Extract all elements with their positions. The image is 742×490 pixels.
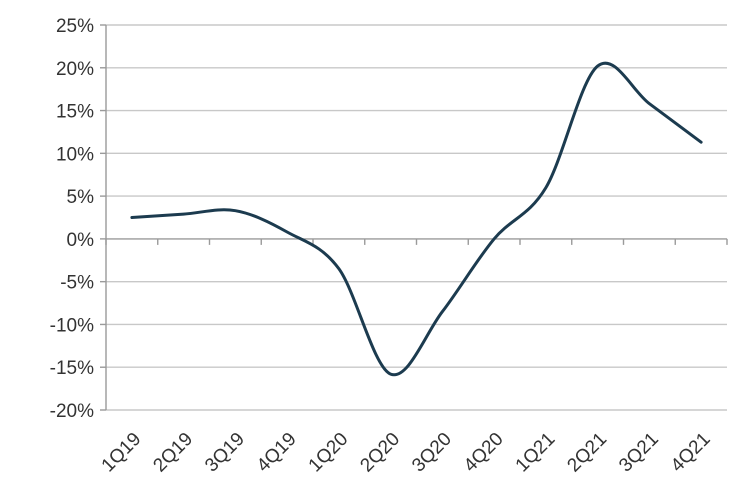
x-tick-label: 3Q21 [615, 429, 663, 477]
y-tick-label: 0% [67, 230, 95, 251]
series-layer [130, 61, 703, 377]
x-tick-label: 1Q21 [512, 429, 560, 477]
x-tick-label: 1Q20 [305, 429, 353, 477]
y-tick-label: -15% [50, 358, 94, 379]
y-tick-label: 20% [56, 59, 94, 80]
y-axis-tick-labels: 25% 20% 15% 10% 5% 0% -5% -10% -15% -20% [50, 16, 94, 422]
x-tick-label: 2Q19 [149, 429, 197, 477]
x-tick-label: 1Q19 [98, 429, 146, 477]
x-tick-label: 4Q19 [253, 429, 301, 477]
gridlines [106, 24, 727, 411]
x-tick-label: 4Q20 [460, 429, 508, 477]
y-tick-label: -20% [50, 401, 94, 422]
y-tick-label: 25% [56, 16, 94, 37]
x-tick-label: 2Q20 [356, 429, 404, 477]
x-tick-label: 3Q19 [201, 429, 249, 477]
x-tick-label: 3Q20 [408, 429, 456, 477]
x-axis-tick-labels: 1Q19 2Q19 3Q19 4Q19 1Q20 2Q20 3Q20 4Q20 1Q21 2Q21… [98, 429, 715, 477]
x-tick-label: 2Q21 [563, 429, 611, 477]
series-line [130, 61, 703, 377]
y-tick-label: 5% [67, 187, 95, 208]
x-tick-label: 4Q21 [667, 429, 715, 477]
axes [100, 24, 728, 411]
y-tick-label: -5% [60, 273, 94, 294]
y-tick-label: -10% [50, 315, 94, 336]
y-tick-label: 10% [56, 144, 94, 165]
y-tick-label: 15% [56, 102, 94, 123]
